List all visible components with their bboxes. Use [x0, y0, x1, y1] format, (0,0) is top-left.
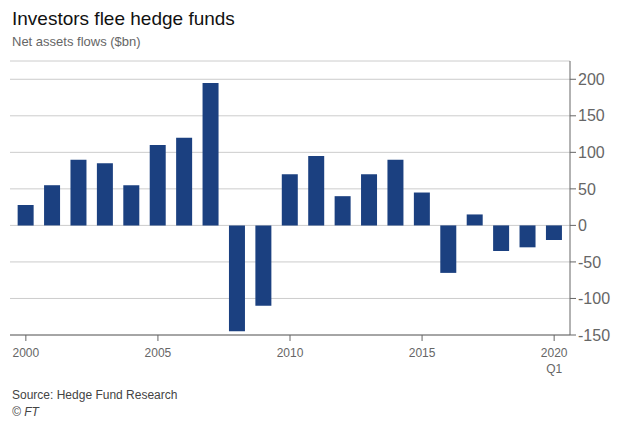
svg-text:100: 100 [578, 144, 605, 161]
svg-text:-100: -100 [578, 290, 610, 307]
svg-text:150: 150 [578, 107, 605, 124]
svg-text:2010: 2010 [277, 346, 304, 360]
html-text:Source: Hedge Fund Research: Source: Hedge Fund Research [12, 388, 178, 402]
svg-text:2000: 2000 [12, 346, 39, 360]
svg-text:0: 0 [578, 217, 587, 234]
svg-text:-50: -50 [578, 254, 601, 271]
svg-text:2015: 2015 [409, 346, 436, 360]
svg-text:2005: 2005 [145, 346, 172, 360]
svg-text:50: 50 [578, 181, 596, 198]
svg-text:200: 200 [578, 71, 605, 88]
svg-text:Q1: Q1 [546, 362, 562, 376]
html-text:Net assets flows ($bn): Net assets flows ($bn) [12, 34, 141, 49]
html-text:© FT: © FT [12, 405, 39, 419]
svg-text:2020: 2020 [541, 346, 568, 360]
svg-text:-150: -150 [578, 327, 610, 344]
html-text:Investors flee hedge funds: Investors flee hedge funds [12, 8, 235, 29]
